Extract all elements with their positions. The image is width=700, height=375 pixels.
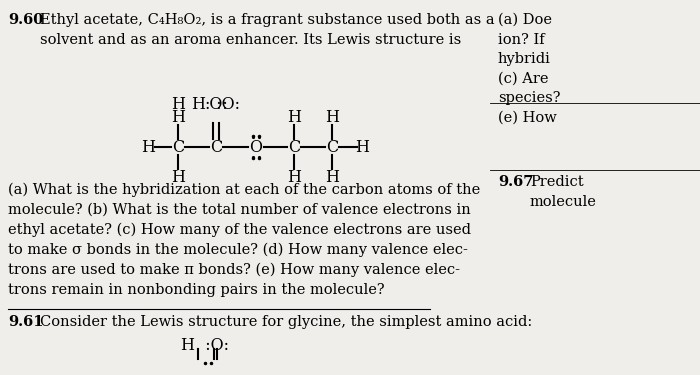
Text: H: H — [287, 168, 301, 186]
Text: H: H — [141, 138, 155, 156]
Text: C: C — [210, 138, 222, 156]
Text: Consider the Lewis structure for glycine, the simplest amino acid:: Consider the Lewis structure for glycine… — [40, 315, 532, 329]
Text: Predict
molecule: Predict molecule — [530, 175, 597, 208]
Text: O: O — [249, 138, 262, 156]
Text: C: C — [172, 138, 184, 156]
Text: C: C — [288, 138, 300, 156]
Text: H: H — [325, 168, 339, 186]
Text: H: H — [171, 108, 185, 126]
Text: H: H — [355, 138, 369, 156]
Text: H: H — [171, 168, 185, 186]
Text: 9.67: 9.67 — [498, 175, 533, 189]
Text: (a) Doe
ion? If
hybridi
(c) Are
species?
(e) How: (a) Doe ion? If hybridi (c) Are species?… — [498, 13, 561, 125]
Text: Ethyl acetate, C₄H₈O₂, is a fragrant substance used both as a
solvent and as an : Ethyl acetate, C₄H₈O₂, is a fragrant sub… — [40, 13, 495, 46]
Text: C: C — [326, 138, 338, 156]
Text: 9.60: 9.60 — [8, 13, 43, 27]
Text: (a) What is the hybridization at each of the carbon atoms of the
molecule? (b) W: (a) What is the hybridization at each of… — [8, 183, 480, 297]
Text: H: H — [325, 108, 339, 126]
Text: :O:: :O: — [204, 96, 228, 113]
Text: H: H — [171, 96, 185, 113]
Text: 9.61: 9.61 — [8, 315, 43, 329]
Text: H  :O:: H :O: — [192, 96, 240, 113]
Text: H: H — [287, 108, 301, 126]
Text: H  :O:: H :O: — [181, 337, 229, 354]
